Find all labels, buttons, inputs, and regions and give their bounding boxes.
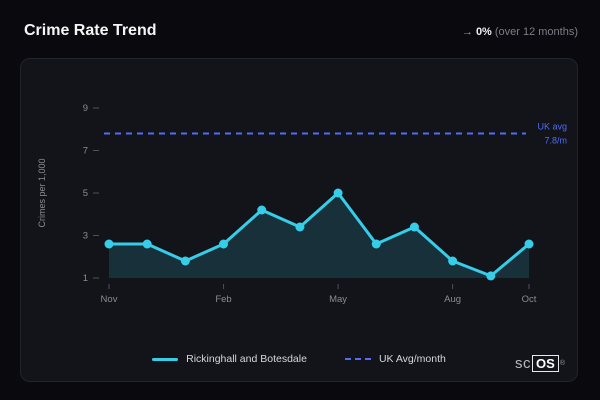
data-point (448, 256, 458, 266)
legend-line-swatch (152, 357, 179, 361)
data-point (524, 239, 534, 249)
data-point (257, 205, 267, 215)
trend-indicator: → 0% (over 12 months) (462, 26, 578, 38)
x-tick-label: May (329, 294, 347, 305)
y-tick-label: 7 (83, 146, 88, 157)
trend-value: 0% (475, 26, 492, 38)
data-point (409, 222, 419, 232)
registered-mark: ® (559, 360, 565, 367)
data-point (295, 222, 305, 232)
brand-suffix: OS (532, 355, 559, 372)
data-point (219, 239, 229, 249)
chart-legend: Rickinghall and Botesdale UK Avg/month (21, 353, 577, 365)
legend-label: Rickinghall and Botesdale (186, 353, 307, 365)
uk-avg-value: 7.8/m (544, 136, 567, 146)
data-point (180, 256, 190, 266)
trend-chart: 1 3 5 7 9 Crimes per 1,000 Nov Feb May Aug Oct UK a… (37, 103, 567, 305)
x-tick-label: Nov (101, 294, 118, 305)
series-line (107, 191, 531, 278)
page-title: Crime Rate Trend (24, 22, 157, 39)
y-tick-label: 1 (83, 273, 88, 284)
legend-label: UK Avg/month (378, 353, 446, 365)
chart-card: 1 3 5 7 9 Crimes per 1,000 Nov Feb May Aug Oct UK a… (20, 58, 578, 382)
y-tick-label: 9 (83, 103, 88, 114)
trend-period: (over 12 months) (494, 26, 578, 38)
data-point (104, 239, 114, 249)
y-tick-label: 3 (83, 231, 88, 242)
brand-logo: sc OS ® (515, 355, 565, 373)
data-point (371, 239, 381, 249)
brand-prefix: sc (515, 355, 532, 372)
trend-arrow-icon: → (461, 26, 473, 38)
x-tick-label: Oct (522, 294, 537, 305)
y-tick-label: 5 (83, 188, 88, 199)
header: Crime Rate Trend → 0% (over 12 months) (24, 22, 578, 40)
data-point (142, 239, 152, 249)
data-point (486, 271, 496, 281)
chart-area: 1 3 5 7 9 Crimes per 1,000 Nov Feb May Aug Oct UK a… (29, 73, 569, 323)
legend-item: UK Avg/month (344, 353, 446, 365)
x-tick-label: Feb (215, 294, 231, 305)
uk-avg-label: UK avg (537, 122, 567, 132)
series-area (109, 193, 529, 278)
legend-dashed-swatch (344, 358, 371, 360)
legend-item: Rickinghall and Botesdale (152, 353, 307, 365)
x-tick-label: Aug (444, 294, 461, 305)
y-axis-label: Crimes per 1,000 (37, 158, 47, 227)
data-point (333, 188, 343, 198)
